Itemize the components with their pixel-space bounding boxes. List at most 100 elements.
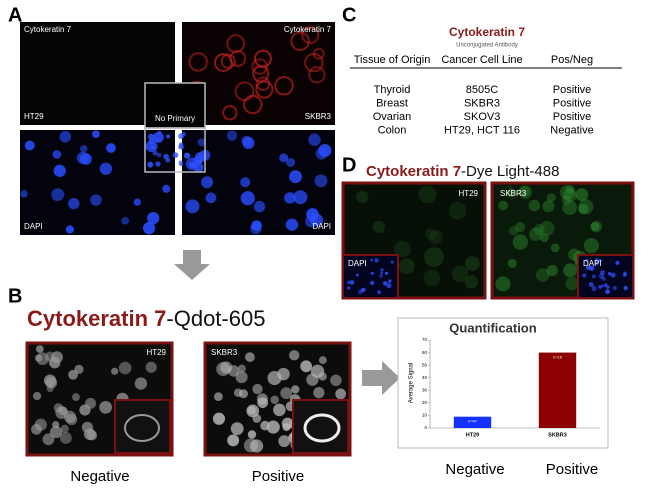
cell (162, 184, 171, 193)
bar (453, 416, 492, 428)
table: Tissue of Origin Cancer Cell Line Pos/Neg T… (354, 54, 594, 137)
image-label: SKBR3 (305, 112, 332, 121)
bar-annotation: n=47 (468, 419, 478, 424)
cell (583, 238, 599, 254)
cell (605, 289, 610, 295)
panel-label: A (8, 4, 22, 26)
cell (528, 199, 541, 212)
cell (106, 143, 116, 153)
cell (240, 191, 255, 206)
image-label: SKBR3 (500, 189, 527, 198)
image-label: Cytokeratin 7 (24, 25, 72, 34)
cell (155, 161, 161, 167)
cell (197, 159, 203, 165)
cell (118, 361, 132, 375)
cell (226, 130, 238, 141)
chart-frame (397, 317, 609, 449)
cell (380, 268, 384, 272)
cell (591, 274, 596, 279)
chart: Quantification Average Signal 0 10 20 30 40 50 6… (409, 320, 600, 438)
cell (134, 377, 148, 390)
cell (584, 258, 589, 263)
cell (623, 285, 628, 291)
cell (280, 387, 293, 400)
inset-label: No Primary (155, 114, 195, 123)
cell (252, 65, 270, 83)
cell (157, 152, 162, 158)
cell (193, 162, 204, 173)
cell (121, 216, 130, 225)
cell (53, 164, 66, 177)
cell (92, 130, 100, 138)
cell (563, 188, 577, 203)
cell (285, 218, 299, 231)
cell (451, 265, 469, 283)
cell (380, 271, 384, 275)
cell (360, 287, 366, 293)
cell (379, 274, 383, 278)
inset-label: DAPI (583, 259, 602, 268)
cell (300, 360, 313, 373)
cell (185, 153, 191, 158)
cell (266, 420, 280, 434)
cell (152, 150, 158, 156)
cell (546, 264, 558, 277)
cell (59, 432, 72, 444)
cell (59, 130, 72, 143)
panel-title: Cytokeratin 7-Qdot-605 (27, 306, 265, 331)
image-label: DAPI (24, 222, 43, 231)
panel-label: B (8, 285, 22, 307)
cell (155, 138, 160, 142)
cell (42, 433, 55, 446)
cell (314, 174, 328, 188)
cell (308, 133, 321, 146)
cell (60, 424, 69, 433)
cell (301, 26, 320, 45)
cell (201, 176, 214, 189)
cell (539, 220, 555, 236)
cell (498, 200, 508, 211)
inset-cells (147, 130, 628, 295)
table-header: Tissue of Origin (354, 54, 431, 66)
cell (465, 256, 480, 271)
x-tick-label: HT29 (466, 432, 479, 438)
cell (124, 414, 160, 442)
cell (68, 369, 78, 380)
title-rest: -Dye Light-488 (461, 163, 559, 180)
cell (394, 240, 411, 258)
cell (51, 188, 65, 202)
cell (34, 418, 47, 431)
cell (246, 404, 260, 418)
cell (575, 188, 589, 201)
cell (425, 228, 437, 241)
cell (35, 345, 44, 353)
cell (133, 198, 141, 206)
inset (144, 82, 206, 129)
cell (539, 233, 549, 243)
cell (590, 222, 600, 231)
cell (398, 258, 415, 275)
cell (533, 223, 545, 235)
caption: Positive (546, 461, 599, 478)
cell (590, 220, 602, 233)
cell (52, 150, 62, 159)
cell (270, 395, 279, 405)
cell (356, 190, 369, 204)
cell (227, 434, 240, 447)
cell (234, 81, 255, 102)
cell (267, 370, 282, 386)
cell (390, 260, 394, 264)
cell (145, 361, 157, 373)
cell (282, 423, 291, 432)
cell (229, 50, 247, 67)
cell (253, 200, 266, 213)
cell (251, 58, 268, 75)
cell (66, 413, 78, 426)
caption: Negative (70, 468, 129, 485)
image-label: Cytokeratin 7 (284, 25, 332, 34)
cell (599, 269, 606, 276)
cell (565, 276, 579, 291)
cell (594, 258, 599, 262)
cell (147, 133, 155, 141)
